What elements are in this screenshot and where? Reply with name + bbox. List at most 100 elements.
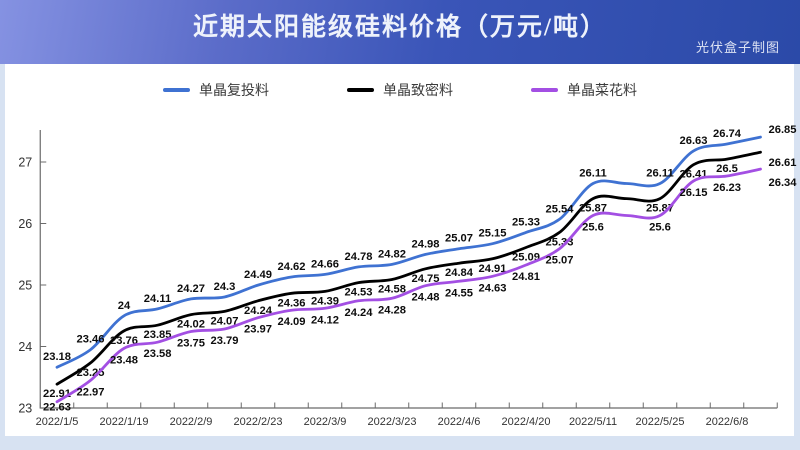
- series-line-单晶菜花料: [55, 167, 762, 404]
- data-label: 24: [118, 300, 131, 312]
- legend-swatch-blue: [163, 88, 190, 92]
- axes: 23 24 25 26 27 2022/1/5 2022/1/19 2022/2/9 2022/…: [18, 130, 778, 428]
- data-label: 24.66: [311, 258, 339, 270]
- x-tick-label: 2022/2/9: [170, 416, 213, 428]
- data-label: 24.91: [479, 263, 507, 275]
- data-label: 26.34: [769, 177, 798, 189]
- data-label: 23.76: [110, 335, 138, 347]
- x-tick-label: 2022/3/23: [368, 416, 417, 428]
- data-label: 22.97: [77, 386, 105, 398]
- data-label: 26.5: [716, 163, 738, 175]
- data-label: 24.58: [378, 283, 406, 295]
- data-label: 26.23: [713, 182, 741, 194]
- data-label: 24.49: [244, 269, 272, 281]
- data-label: 23.85: [144, 329, 172, 341]
- x-tick-label: 2022/4/20: [502, 416, 551, 428]
- data-label: 25.33: [546, 236, 574, 248]
- data-label: 24.02: [177, 319, 205, 331]
- data-label: 24.55: [445, 287, 473, 299]
- data-label: 24.84: [445, 267, 474, 279]
- series-line-单晶致密料: [55, 150, 762, 386]
- page-title: 近期太阳能级硅料价格（万元/吨）: [193, 14, 607, 41]
- x-tick-label: 2022/4/6: [438, 416, 481, 428]
- data-label: 26.85: [769, 124, 797, 136]
- x-tick-label: 2022/2/23: [234, 416, 283, 428]
- title-banner: 近期太阳能级硅料价格（万元/吨） 光伏盒子制图: [0, 0, 800, 64]
- legend-item-zhimiliao: 单晶致密料: [347, 80, 453, 100]
- data-label: 25.09: [512, 251, 540, 263]
- data-label: 25.6: [649, 222, 671, 234]
- series-单晶致密料: [55, 150, 762, 386]
- data-label: 24.81: [512, 271, 540, 283]
- legend-label: 单晶致密料: [383, 84, 453, 99]
- legend-label: 单晶复投料: [199, 84, 269, 99]
- data-label: 23.18: [43, 351, 71, 363]
- data-label: 26.61: [769, 157, 797, 169]
- data-label: 22.91: [43, 388, 71, 400]
- data-label: 24.75: [412, 273, 440, 285]
- x-tick-label: 2022/5/25: [636, 416, 685, 428]
- y-tick-label: 24: [18, 340, 32, 354]
- data-label: 23.48: [110, 354, 138, 366]
- series-line-单晶复投料: [55, 135, 762, 369]
- data-label: 25.87: [579, 203, 607, 215]
- data-label: 24.98: [412, 238, 440, 250]
- data-label: 24.82: [378, 248, 406, 260]
- data-label: 24.11: [144, 293, 171, 305]
- data-label: 24.24: [244, 305, 273, 317]
- data-label: 23.46: [77, 334, 105, 346]
- data-label: 23.58: [144, 348, 172, 360]
- chart-legend: 单晶复投料 单晶致密料 单晶菜花料: [0, 80, 800, 100]
- data-label: 24.27: [177, 283, 205, 295]
- data-label: 24.3: [214, 281, 236, 293]
- data-label: 26.11: [646, 168, 673, 180]
- y-tick-label: 23: [18, 402, 32, 416]
- data-label: 24.48: [412, 292, 440, 304]
- legend-swatch-purple: [531, 88, 558, 92]
- data-label: 24.78: [345, 251, 373, 263]
- series-labels-单晶复投料: 23.18 23.46 24 24.11 24.27 24.3 24.49 24.62 24.6…: [43, 124, 797, 363]
- data-label: 24.09: [278, 316, 306, 328]
- y-tick-label: 27: [18, 156, 32, 170]
- data-label: 22.63: [43, 402, 71, 414]
- data-label: 25.54: [546, 203, 575, 215]
- data-label: 25.07: [445, 233, 473, 245]
- legend-item-futouliao: 单晶复投料: [163, 80, 269, 100]
- data-label: 26.63: [680, 135, 708, 147]
- data-label: 24.24: [345, 307, 374, 319]
- data-label: 23.97: [244, 324, 272, 336]
- data-label: 24.63: [479, 282, 507, 294]
- data-label: 24.12: [311, 314, 339, 326]
- x-tick-label: 2022/5/11: [569, 416, 617, 428]
- x-tick-label: 2022/3/9: [304, 416, 347, 428]
- data-label: 24.39: [311, 295, 339, 307]
- y-tick-label: 25: [18, 279, 32, 293]
- y-tick-label: 26: [18, 217, 32, 231]
- data-label: 23.75: [177, 338, 205, 350]
- legend-label: 单晶菜花料: [567, 84, 637, 99]
- data-label: 25.07: [546, 255, 574, 267]
- data-label: 25.33: [512, 216, 540, 228]
- data-label: 24.07: [211, 315, 239, 327]
- x-tick-label: 2022/1/5: [36, 416, 79, 428]
- series-单晶菜花料: [55, 167, 762, 404]
- data-label: 26.74: [713, 128, 742, 140]
- series-labels-单晶菜花料: 22.63 22.97 23.48 23.58 23.75 23.79 23.97 24.09…: [43, 177, 797, 414]
- data-label: 24.36: [278, 297, 306, 309]
- data-label: 26.11: [579, 168, 606, 180]
- legend-swatch-black: [347, 88, 374, 92]
- legend-item-caihualiao: 单晶菜花料: [531, 80, 637, 100]
- data-label: 25.15: [479, 228, 507, 240]
- watermark-credit: 光伏盒子制图: [695, 40, 780, 55]
- data-label: 24.28: [378, 304, 406, 316]
- series-单晶复投料: [55, 135, 762, 369]
- data-label: 24.53: [345, 287, 373, 299]
- data-label: 24.62: [278, 261, 306, 273]
- chart-canvas: [5, 64, 794, 436]
- data-label: 25.6: [582, 222, 604, 234]
- data-label: 23.79: [211, 335, 239, 347]
- x-tick-label: 2022/6/8: [706, 416, 749, 428]
- data-label: 26.15: [680, 187, 708, 199]
- x-tick-label: 2022/1/19: [100, 416, 149, 428]
